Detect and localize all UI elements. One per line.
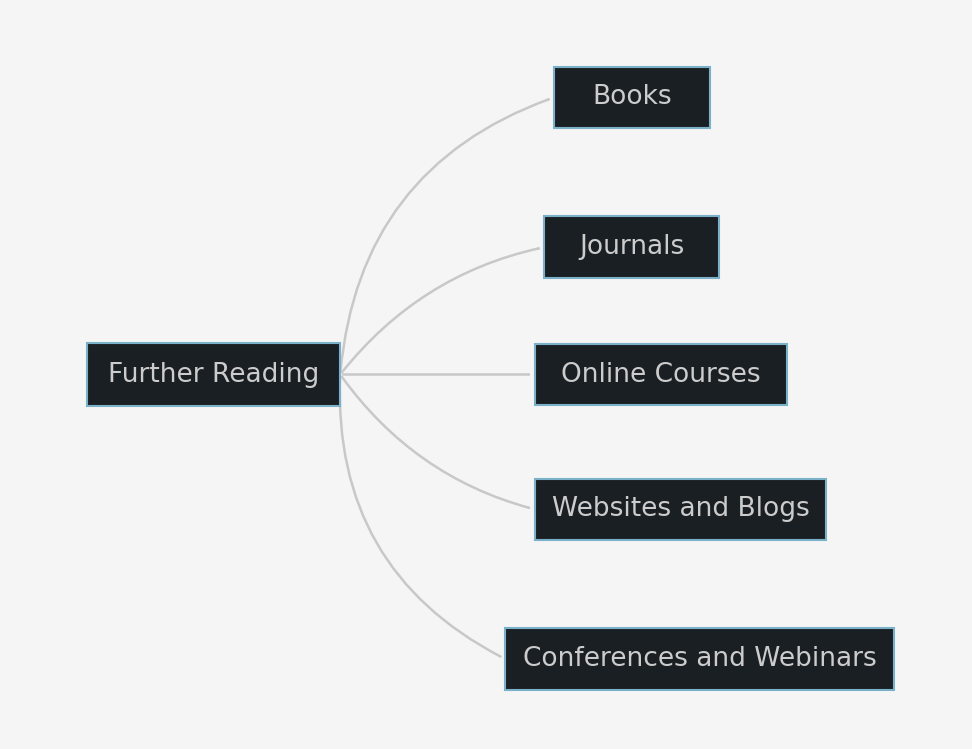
FancyArrowPatch shape <box>340 377 501 656</box>
FancyBboxPatch shape <box>87 343 340 406</box>
Text: Conferences and Webinars: Conferences and Webinars <box>523 646 877 672</box>
Text: Books: Books <box>592 85 672 110</box>
Text: Websites and Blogs: Websites and Blogs <box>551 497 810 522</box>
Text: Journals: Journals <box>579 234 684 260</box>
FancyArrowPatch shape <box>340 100 548 372</box>
FancyBboxPatch shape <box>554 67 710 128</box>
Text: Online Courses: Online Courses <box>561 362 761 387</box>
FancyArrowPatch shape <box>342 249 538 372</box>
FancyBboxPatch shape <box>535 479 826 540</box>
FancyBboxPatch shape <box>505 628 894 690</box>
FancyArrowPatch shape <box>342 377 529 508</box>
FancyBboxPatch shape <box>535 344 787 405</box>
Text: Further Reading: Further Reading <box>108 362 320 387</box>
FancyBboxPatch shape <box>544 216 719 278</box>
